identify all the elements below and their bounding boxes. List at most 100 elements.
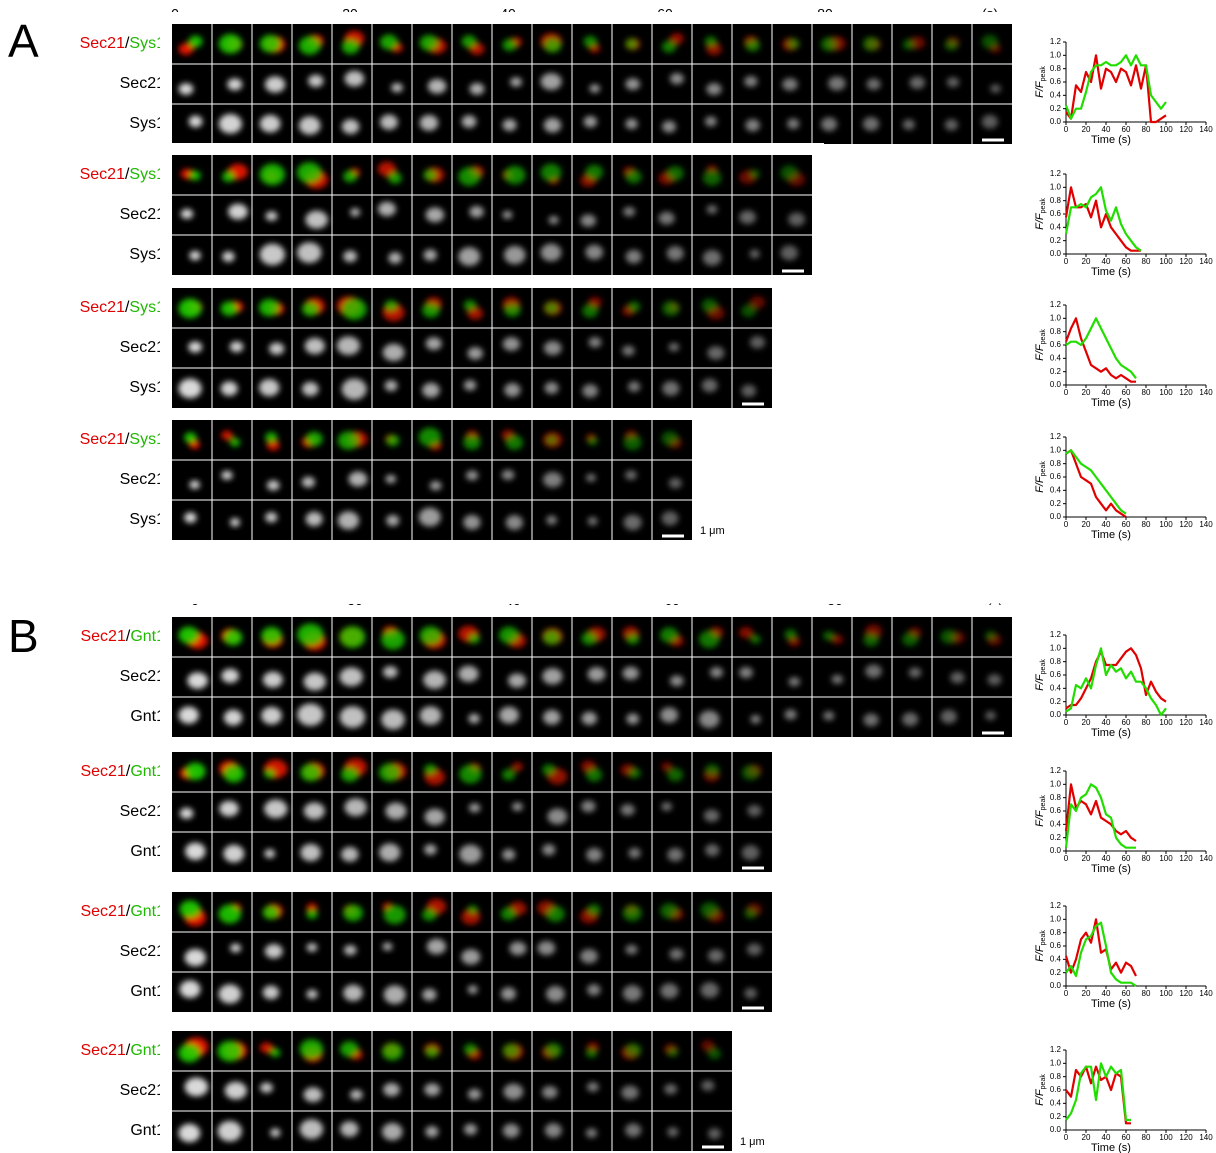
gray-tile (945, 119, 958, 130)
gray-signal (789, 677, 801, 686)
gray-tile (223, 845, 244, 863)
gray-tile (547, 809, 567, 825)
gray-signal (383, 666, 398, 678)
gray-tile (425, 809, 445, 825)
x-tick-label: 100 (1159, 125, 1173, 134)
gray-signal (546, 516, 557, 525)
row-label: Sec21/Gnt1 (80, 628, 165, 645)
gray-signal (543, 710, 561, 725)
green-signal (342, 39, 359, 54)
gray-tile (302, 477, 315, 488)
gray-signal (385, 475, 396, 484)
gray-tile (669, 343, 680, 352)
row-label: Sec21/Sys1 (80, 299, 166, 316)
gray-signal (708, 949, 724, 962)
gray-signal (259, 379, 279, 396)
gray-signal (660, 707, 678, 722)
gray-signal (306, 943, 317, 952)
x-tick-label: 0 (1064, 125, 1069, 134)
x-tick-label: 0 (1064, 718, 1069, 727)
gray-tile (422, 989, 436, 1001)
gray-tile (300, 1119, 323, 1139)
green-signal (543, 630, 561, 645)
gray-signal (742, 845, 760, 860)
strip-mask (732, 1019, 744, 1153)
gray-signal (823, 711, 834, 720)
y-tick-label: 1.2 (1050, 169, 1062, 178)
x-tick-label: 120 (1179, 1133, 1193, 1142)
gray-signal (580, 214, 596, 227)
y-tick-label: 1.2 (1050, 766, 1062, 775)
gray-tile (219, 801, 239, 817)
gray-tile (340, 1121, 358, 1137)
gray-signal (425, 809, 445, 825)
y-label-main: F/F (1034, 343, 1046, 361)
gray-signal (184, 512, 196, 523)
gray-tile (265, 512, 277, 522)
gray-signal (306, 989, 317, 999)
gray-tile (179, 83, 194, 95)
gray-tile (265, 944, 283, 958)
gray-tile (623, 667, 639, 680)
x-tick-label: 100 (1159, 520, 1173, 529)
gray-signal (503, 337, 520, 351)
gray-tile (502, 211, 512, 219)
gray-signal (461, 949, 480, 964)
merge-tile (662, 301, 679, 316)
gray-tile (338, 511, 359, 529)
gray-signal (623, 667, 639, 680)
gray-tile (544, 341, 562, 355)
strip-mask (160, 740, 172, 884)
gray-tile (466, 471, 478, 481)
y-tick-label: 0.6 (1050, 806, 1062, 815)
gray-signal (504, 383, 520, 397)
gray-signal (187, 672, 208, 688)
gray-tile (670, 73, 684, 84)
y-tick-label: 0.8 (1050, 657, 1062, 666)
gray-tile (180, 808, 194, 819)
y-tick-label: 1.2 (1050, 1045, 1062, 1054)
gray-signal (424, 1083, 440, 1096)
gray-tile (909, 668, 922, 678)
gray-tile (468, 1089, 481, 1100)
gray-tile (383, 666, 398, 678)
gray-tile (745, 119, 760, 131)
gray-tile (664, 1084, 677, 1094)
row-label: Gnt1 (130, 983, 165, 1000)
gray-signal (580, 949, 598, 963)
strip-mask (772, 276, 784, 420)
data-line (1066, 784, 1136, 841)
y-tick-label: 0.8 (1050, 1072, 1062, 1081)
gray-signal (739, 211, 756, 224)
gray-signal (264, 800, 287, 819)
x-tick-label: 100 (1159, 257, 1173, 266)
gray-tile (344, 945, 357, 955)
gray-tile (380, 115, 398, 130)
green-signal (586, 768, 602, 782)
gray-signal (386, 515, 399, 526)
green-signal (660, 627, 678, 642)
gray-tile (230, 944, 241, 953)
gray-signal (305, 211, 328, 229)
gray-signal (625, 945, 637, 955)
gray-signal (669, 478, 682, 488)
gray-tile (385, 475, 396, 484)
merge-tile (821, 36, 846, 51)
gray-signal (503, 1124, 520, 1138)
green-signal (340, 626, 366, 648)
y-tick-label: 0.2 (1050, 968, 1062, 977)
y-label-main: F/F (1034, 212, 1046, 230)
gray-signal (542, 1086, 558, 1099)
y-axis-label: F/Fpeak (1034, 659, 1047, 691)
green-signal (343, 170, 357, 182)
gray-tile (662, 381, 679, 396)
gray-signal (304, 1087, 323, 1102)
gray-tile (468, 714, 479, 724)
gray-tile (504, 246, 526, 264)
gray-signal (863, 117, 879, 131)
gray-signal (459, 845, 481, 864)
gray-tile (467, 347, 483, 359)
x-tick-label: 80 (1142, 1133, 1151, 1142)
gray-tile (339, 667, 363, 686)
gray-tile (543, 472, 562, 487)
